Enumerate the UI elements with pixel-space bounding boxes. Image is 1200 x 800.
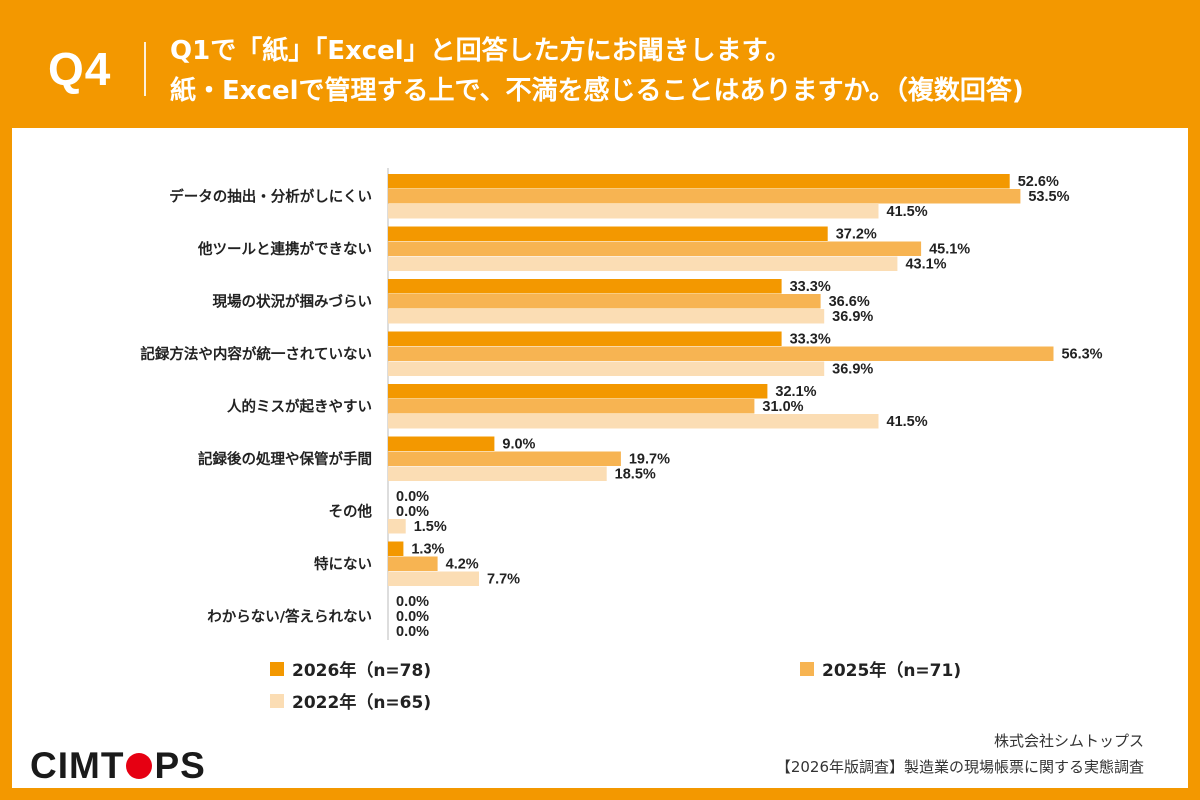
data-label: 1.3%: [411, 542, 444, 558]
bar-2025: [388, 241, 922, 256]
category-label: データの抽出・分析がしにくい: [169, 188, 372, 206]
company-name: 株式会社シムトップス: [993, 732, 1144, 750]
logo-text-end: PS: [154, 745, 206, 786]
category-label: その他: [329, 503, 373, 521]
bar-2022: [388, 309, 825, 324]
category-label: わからない/答えられない: [207, 608, 372, 626]
bar-2026: [388, 174, 1010, 189]
data-label: 0.0%: [396, 594, 429, 610]
question-text-line2: 紙・Excelで管理する上で、不満を感じることはありますか。（複数回答): [170, 76, 1024, 106]
bar-2026: [388, 226, 828, 241]
logo-text-start: CIM: [30, 745, 101, 786]
data-label: 9.0%: [502, 437, 535, 453]
data-label: 36.6%: [829, 294, 870, 310]
data-label: 43.1%: [905, 257, 946, 273]
question-text-line1: Q1で「紙」「Excel」と回答した方にお聞きします。: [170, 36, 792, 66]
bar-2026: [388, 541, 404, 556]
bar-2025: [388, 294, 821, 309]
data-label: 0.0%: [396, 504, 429, 520]
bar-2022: [388, 571, 479, 586]
company-logo: CIM T PS: [30, 744, 206, 788]
data-label: 31.0%: [762, 399, 803, 415]
header-divider: [144, 42, 146, 96]
bar-2025: [388, 189, 1021, 204]
data-label: 32.1%: [775, 384, 816, 400]
bar-2026: [388, 331, 782, 346]
data-label: 36.9%: [832, 309, 873, 325]
bar-2022: [388, 414, 879, 429]
bar-2022: [388, 361, 825, 376]
data-label: 41.5%: [887, 204, 928, 220]
data-label: 0.0%: [396, 624, 429, 640]
bar-2022: [388, 519, 406, 534]
category-label: 記録方法や内容が統一されていない: [140, 345, 372, 363]
data-label: 7.7%: [487, 572, 520, 588]
bar-2025: [388, 346, 1054, 361]
data-label: 0.0%: [396, 609, 429, 625]
data-label: 1.5%: [414, 519, 447, 535]
category-label: 他ツールと連携ができない: [197, 240, 372, 258]
data-label: 56.3%: [1061, 347, 1102, 363]
data-label: 37.2%: [836, 227, 877, 243]
data-label: 4.2%: [446, 557, 479, 573]
bar-2022: [388, 256, 898, 271]
header-banner: Q4 Q1で「紙」「Excel」と回答した方にお聞きします。 紙・Excelで管…: [0, 0, 1200, 128]
data-label: 41.5%: [887, 414, 928, 430]
data-label: 36.9%: [832, 362, 873, 378]
data-label: 52.6%: [1018, 174, 1059, 190]
data-label: 19.7%: [629, 452, 670, 468]
category-label: 人的ミスが起きやすい: [227, 398, 372, 416]
bar-2022: [388, 204, 879, 219]
bar-2026: [388, 384, 768, 399]
bar-2025: [388, 451, 621, 466]
bar-2026: [388, 279, 782, 294]
data-label: 45.1%: [929, 242, 970, 258]
data-label: 0.0%: [396, 489, 429, 505]
category-label: 特にない: [314, 555, 372, 573]
bar-2026: [388, 436, 495, 451]
logo-red-dot: [126, 753, 153, 779]
data-label: 53.5%: [1028, 189, 1069, 205]
data-label: 33.3%: [790, 332, 831, 348]
question-number: Q4: [48, 43, 112, 95]
bar-2022: [388, 466, 607, 481]
bar-2025: [388, 399, 755, 414]
data-label: 18.5%: [615, 467, 656, 483]
data-label: 33.3%: [790, 279, 831, 295]
category-label: 記録後の処理や保管が手間: [198, 450, 372, 468]
category-label: 現場の状況が掴みづらい: [213, 293, 373, 311]
survey-source: 【2026年版調査】製造業の現場帳票に関する実態調査: [775, 758, 1144, 776]
logo-text-mid: T: [100, 745, 125, 786]
bar-2025: [388, 556, 438, 571]
